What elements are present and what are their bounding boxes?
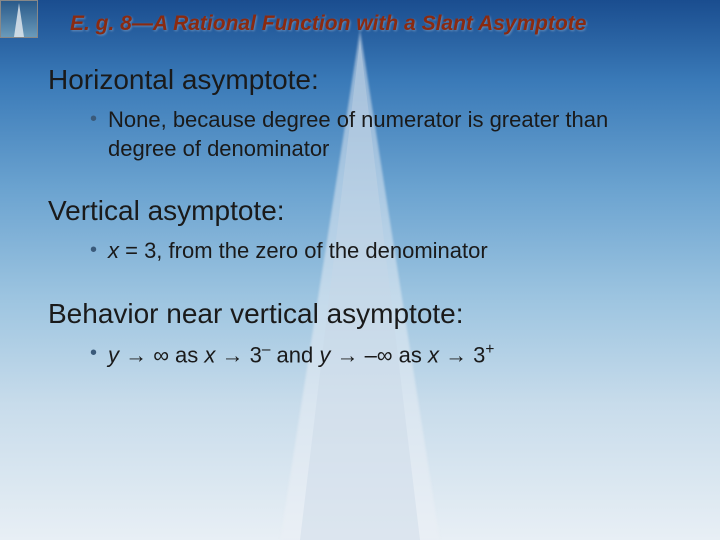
slide-content: E. g. 8—A Rational Function with a Slant… bbox=[0, 0, 720, 540]
bullet-item: x = 3, from the zero of the denominator bbox=[90, 237, 720, 266]
section-heading-vertical: Vertical asymptote: bbox=[0, 195, 720, 227]
slide-title: E. g. 8—A Rational Function with a Slant… bbox=[0, 0, 720, 36]
bullet-item: y → ∞ as x → 3– and y → –∞ as x → 3+ bbox=[90, 340, 720, 370]
bullet-list-behavior: y → ∞ as x → 3– and y → –∞ as x → 3+ bbox=[0, 340, 720, 370]
bullet-list-horizontal: None, because degree of numerator is gre… bbox=[0, 106, 720, 163]
bullet-list-vertical: x = 3, from the zero of the denominator bbox=[0, 237, 720, 266]
bullet-item: None, because degree of numerator is gre… bbox=[90, 106, 720, 163]
section-heading-behavior: Behavior near vertical asymptote: bbox=[0, 298, 720, 330]
section-heading-horizontal: Horizontal asymptote: bbox=[0, 64, 720, 96]
